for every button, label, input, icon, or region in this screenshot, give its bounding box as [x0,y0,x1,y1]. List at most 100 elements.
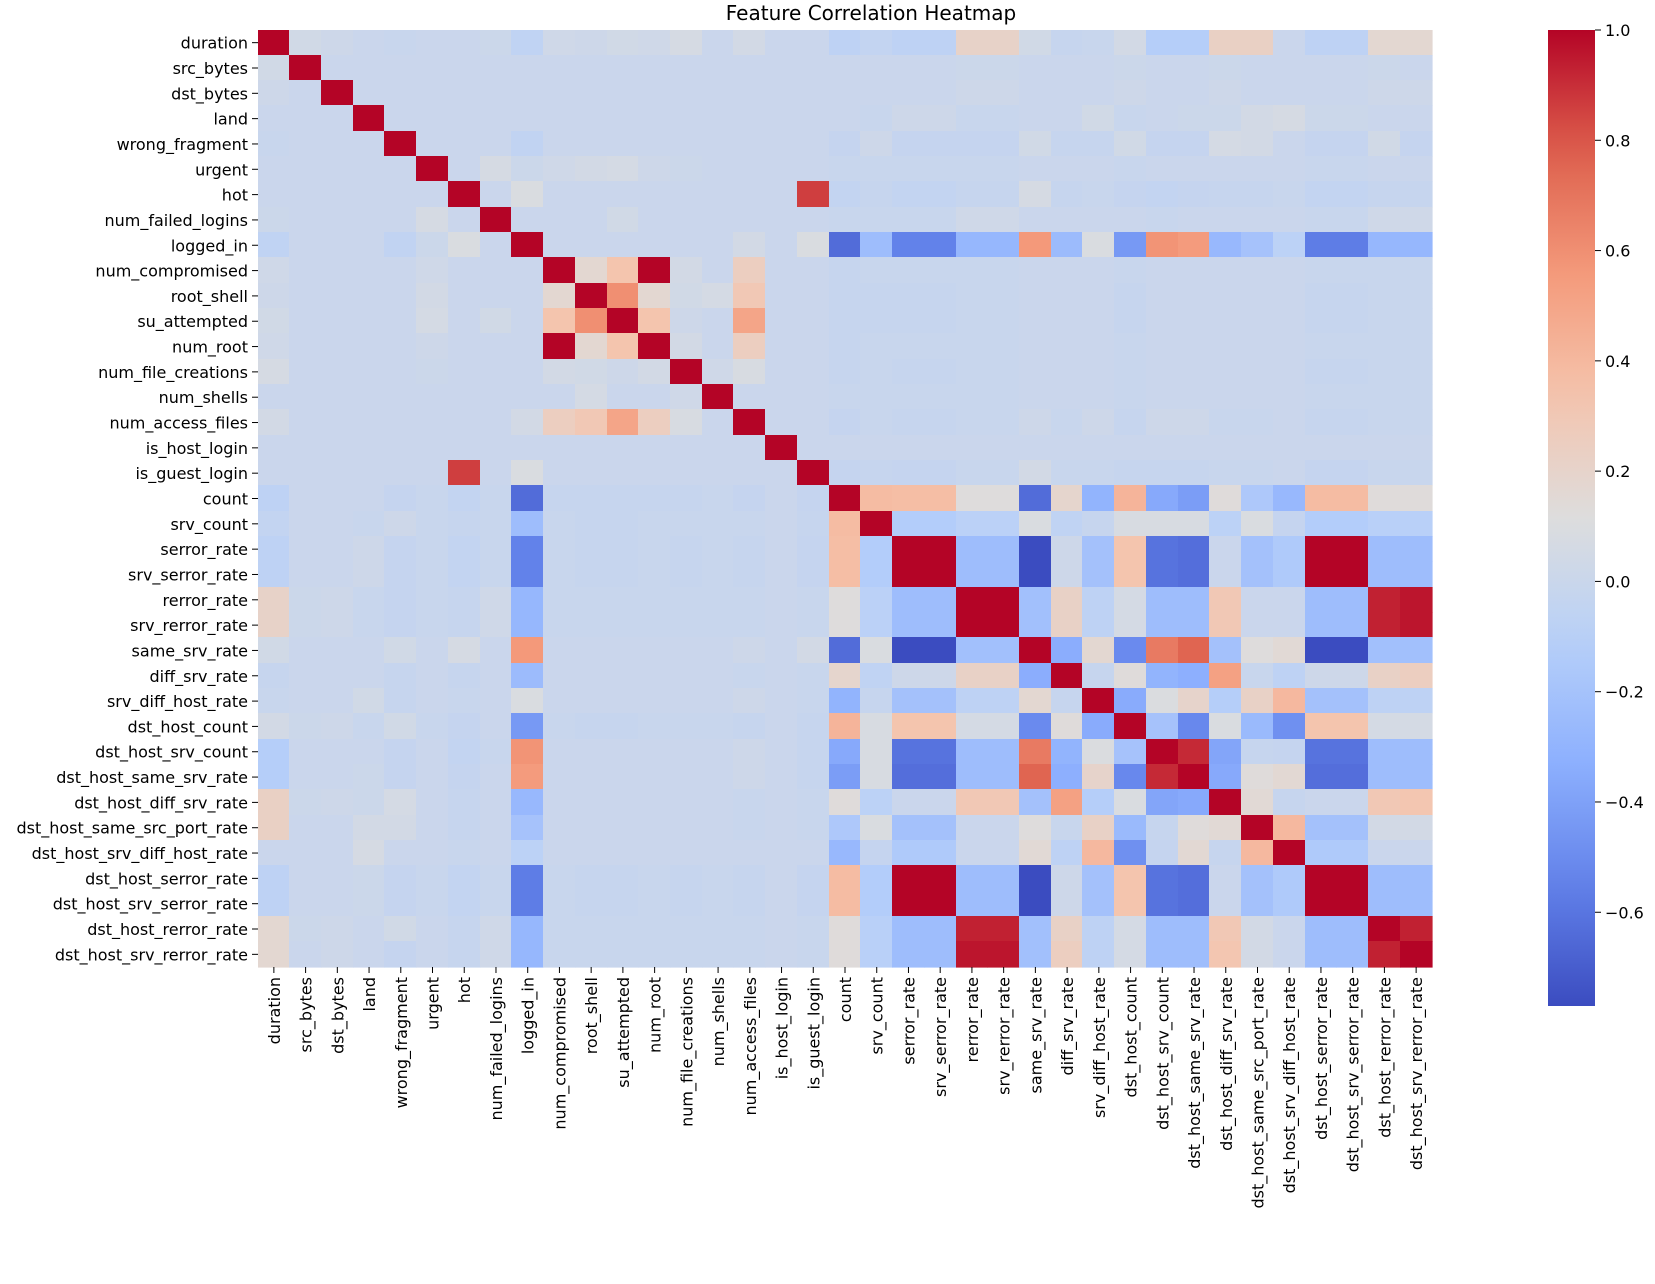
heatmap-cell [511,460,544,486]
heatmap-cell [480,789,512,816]
heatmap-cell [258,739,290,765]
heatmap-cell [733,207,766,233]
heatmap-cell [1305,713,1337,740]
heatmap-cell [924,916,957,942]
heatmap-cell [1051,80,1083,106]
heatmap-cell [353,637,385,664]
heatmap-cell [860,80,893,106]
heatmap-cell [1368,333,1401,360]
heatmap-cell [480,637,512,664]
heatmap-cell [670,105,703,132]
heatmap-cell [511,156,544,182]
heatmap-cell [892,713,925,740]
y-tick-label: wrong_fragment [117,135,248,155]
heatmap-cell [1114,30,1147,56]
heatmap-cell [575,637,608,664]
heatmap-cell [480,739,512,765]
heatmap-cell [1051,485,1083,512]
heatmap-cell [1400,105,1433,132]
heatmap-cell [1368,257,1401,284]
heatmap-cell [1146,612,1179,638]
heatmap-cell [258,105,290,132]
heatmap-cell [1082,333,1115,360]
heatmap-cell [892,460,925,486]
heatmap-cell [1019,840,1052,866]
heatmap-cell [1019,308,1052,334]
heatmap-cell [1305,384,1337,410]
heatmap-cell [1019,359,1052,385]
heatmap-cell [733,30,766,56]
heatmap-cell [1019,815,1052,841]
heatmap-cell [289,612,322,638]
heatmap-cell [575,308,608,334]
heatmap-cell [448,359,481,385]
heatmap-cell [892,865,925,892]
heatmap-cell [289,409,322,436]
heatmap-cell [448,739,481,765]
heatmap-cell [289,435,322,461]
heatmap-cell [924,156,957,182]
heatmap-cell [829,815,861,841]
heatmap-cell [765,485,798,512]
heatmap-cell [258,916,290,942]
heatmap-cell [1273,435,1306,461]
heatmap-cell [416,359,449,385]
heatmap-cell [1114,80,1147,106]
heatmap-cell [1305,156,1337,182]
heatmap-cell [1019,789,1052,816]
heatmap-cell [1178,536,1210,562]
heatmap-cell [1241,384,1274,410]
heatmap-cell [1178,359,1210,385]
heatmap-cell [448,865,481,892]
heatmap-cell [543,308,576,334]
heatmap-cell [1305,308,1337,334]
heatmap-cell [1082,308,1115,334]
heatmap-cell [1368,688,1401,714]
heatmap-cell [289,891,322,917]
heatmap-cell [702,764,734,790]
heatmap-cell [1146,308,1179,334]
heatmap-cell [575,840,608,866]
x-tick-label: srv_rerror_rate [995,977,1015,1095]
heatmap-cell [1019,409,1052,436]
heatmap-cell [702,789,734,816]
heatmap-cell [511,865,544,892]
heatmap-cell [924,739,957,765]
heatmap-cell [797,257,830,284]
heatmap-cell [1178,815,1210,841]
heatmap-cell [384,384,417,410]
heatmap-cell [1368,55,1401,81]
heatmap-cell [543,460,576,486]
heatmap-cell [1368,384,1401,410]
heatmap-cell [829,561,861,588]
heatmap-cell [638,435,671,461]
heatmap-cell [797,333,830,360]
heatmap-cell [1114,181,1147,208]
heatmap-cell [448,460,481,486]
heatmap-cell [924,663,957,689]
heatmap-cell [353,663,385,689]
heatmap-cell [258,384,290,410]
heatmap-cell [638,308,671,334]
colorbar-gradient [1548,30,1595,1006]
heatmap-cell [384,80,417,106]
heatmap-cell [987,156,1020,182]
heatmap-cell [1305,55,1337,81]
heatmap-cell [1305,131,1337,157]
heatmap-cell [733,764,766,790]
heatmap-cell [1400,283,1433,309]
heatmap-cell [511,764,544,790]
heatmap-cell [448,536,481,562]
heatmap-cell [543,840,576,866]
heatmap-cell [448,131,481,157]
heatmap-cell [733,612,766,638]
heatmap-cell [1114,612,1147,638]
heatmap-cell [956,789,988,816]
heatmap-cell [1336,80,1369,106]
heatmap-cell [1241,181,1274,208]
heatmap-cell [765,916,798,942]
heatmap-cell [543,865,576,892]
heatmap-cell [1400,891,1433,917]
heatmap-cell [765,359,798,385]
heatmap-cell [733,485,766,512]
